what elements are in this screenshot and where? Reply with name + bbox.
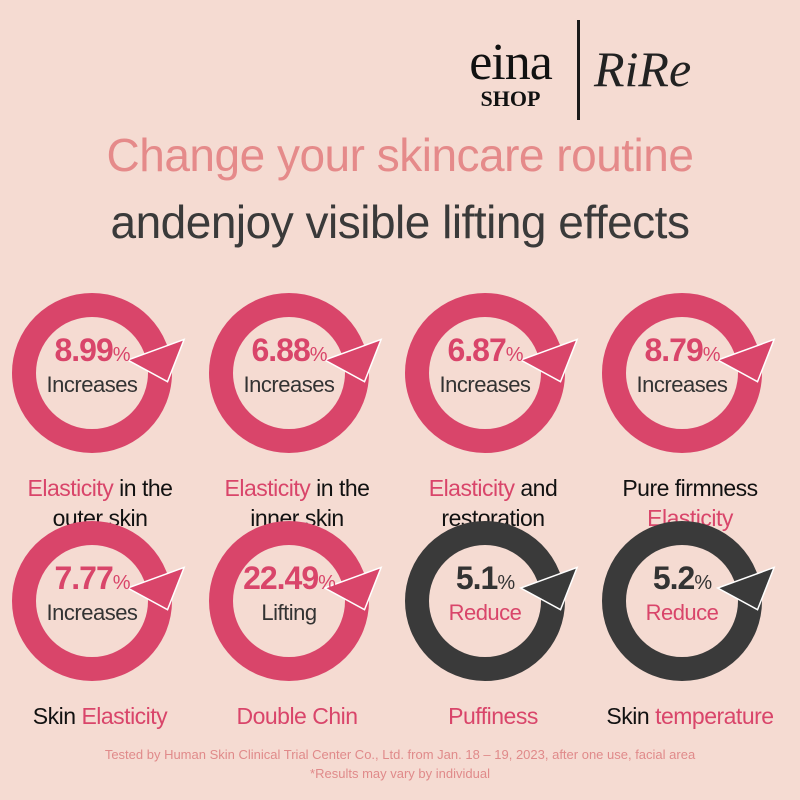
result-item: 6.88% Increases Elasticity in the inner s…	[199, 283, 395, 533]
result-verb: Increases	[46, 372, 138, 397]
footnote-test: Tested by Human Skin Clinical Trial Cent…	[104, 747, 696, 762]
result-value: 7.77%	[54, 560, 130, 596]
result-value: 5.1%	[455, 560, 515, 596]
result-item: 5.2% Reduce Skin temperature	[592, 511, 788, 731]
result-value: 22.49%	[243, 560, 336, 596]
result-value: 6.87%	[447, 332, 523, 368]
result-verb: Increases	[636, 372, 728, 397]
caption-part: Elasticity	[428, 475, 515, 501]
caption-part: Elasticity	[81, 703, 168, 729]
result-item: 5.1% Reduce Puffiness	[395, 511, 591, 731]
result-caption: Pure firmness Elasticity	[592, 473, 788, 533]
result-caption: Double Chin	[199, 701, 395, 731]
result-value: 6.88%	[251, 332, 327, 368]
eina-shop-logo: eina SHOP	[453, 34, 568, 111]
result-value: 5.2%	[652, 560, 712, 596]
result-caption: Elasticity in the outer skin	[2, 473, 198, 533]
result-verb: Increases	[439, 372, 531, 397]
caption-part: Skin	[32, 703, 82, 729]
result-value: 8.79%	[644, 332, 720, 368]
circular-arrow-icon	[209, 521, 383, 681]
circular-arrow-icon	[12, 521, 186, 681]
result-item: 8.99% Increases Elasticity in the outer s…	[2, 283, 198, 533]
eina-logo-text: eina	[469, 34, 553, 91]
result-caption: Puffiness	[395, 701, 591, 731]
result-item: 22.49% Lifting Double Chin	[199, 511, 395, 731]
caption-part: Puffiness	[448, 703, 538, 729]
result-verb: Reduce	[645, 600, 719, 625]
circular-arrow-icon	[602, 521, 776, 681]
rire-logo: RiRe	[594, 41, 692, 97]
circular-arrow-icon	[209, 293, 383, 453]
result-item: 7.77% Increases Skin Elasticity	[2, 511, 198, 731]
caption-part: Pure firmness	[622, 475, 758, 501]
circular-arrow-icon	[602, 293, 776, 453]
caption-part: Elasticity	[27, 475, 114, 501]
circular-arrow-icon	[12, 293, 186, 453]
caption-part: in the	[113, 475, 173, 501]
caption-part: Elasticity	[224, 475, 311, 501]
circular-arrow-icon	[405, 521, 579, 681]
logo-divider	[577, 20, 580, 120]
result-value: 8.99%	[54, 332, 130, 368]
result-caption: Elasticity and restoration	[395, 473, 591, 533]
caption-part: Double Chin	[236, 703, 358, 729]
result-verb: Reduce	[448, 600, 522, 625]
result-verb: Increases	[46, 600, 138, 625]
result-caption: Skin Elasticity	[2, 701, 198, 731]
caption-part: in the	[310, 475, 370, 501]
caption-part: Skin	[606, 703, 656, 729]
footnote-disclaimer: *Results may vary by individual	[310, 766, 490, 781]
headline-line1: Change your skincare routine	[106, 129, 694, 181]
caption-part: temperature	[655, 703, 774, 729]
eina-logo-sub: SHOP	[480, 86, 541, 111]
caption-part: and	[514, 475, 558, 501]
result-item: 8.79% Increases Pure firmness Elasticity	[592, 283, 788, 533]
result-verb: Increases	[243, 372, 335, 397]
result-verb: Lifting	[261, 600, 317, 625]
headline-line2: andenjoy visible lifting effects	[110, 196, 690, 248]
result-caption: Skin temperature	[592, 701, 788, 731]
result-item: 6.87% Increases Elasticity and restoratio…	[395, 283, 591, 533]
circular-arrow-icon	[405, 293, 579, 453]
